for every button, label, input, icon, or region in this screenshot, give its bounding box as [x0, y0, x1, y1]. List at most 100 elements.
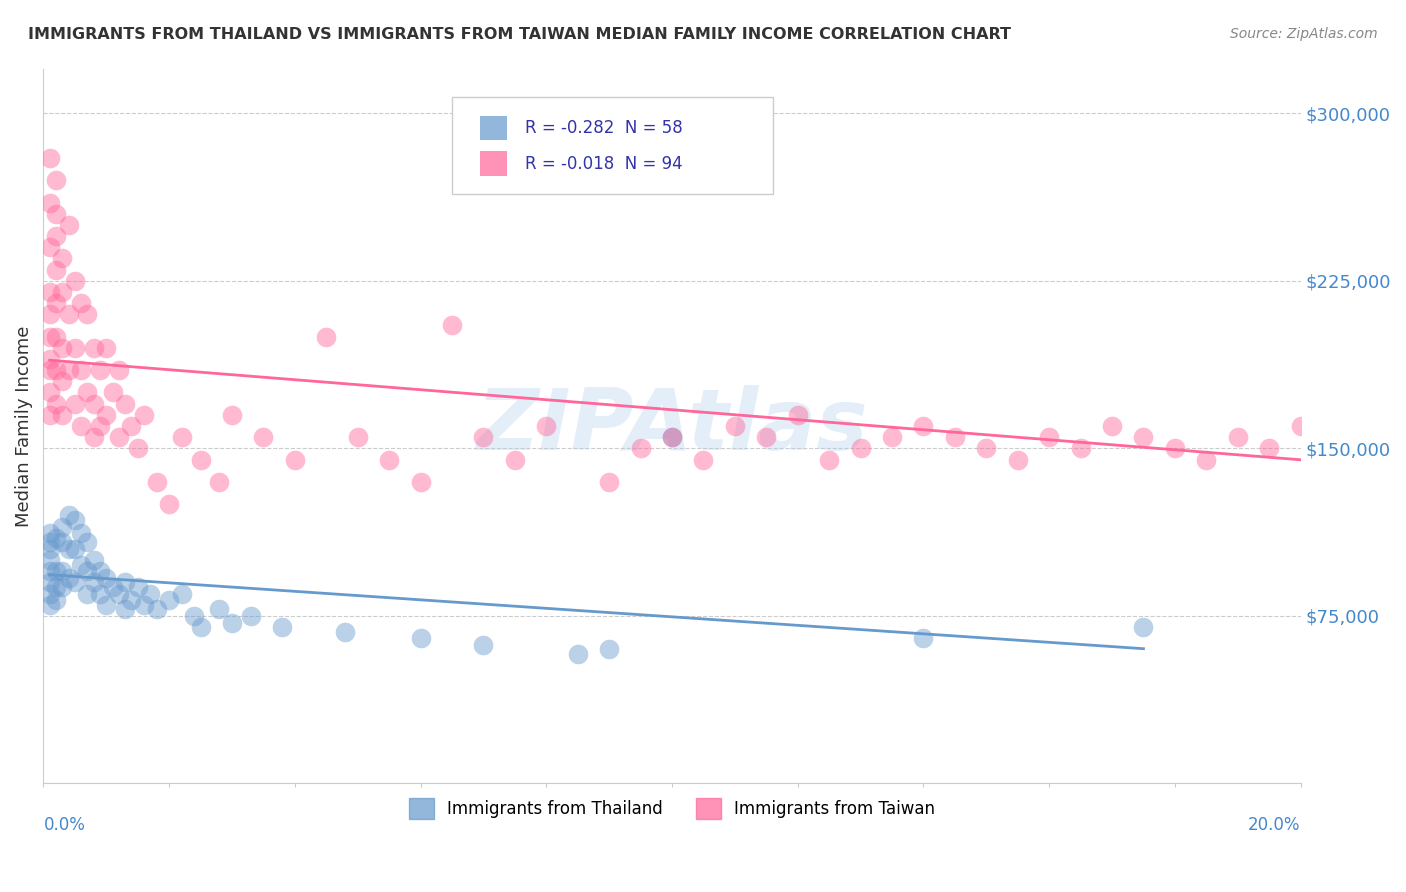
Point — [333, 624, 356, 639]
Point — [83, 553, 105, 567]
Point — [76, 564, 98, 578]
Point — [89, 363, 111, 377]
Point — [472, 430, 495, 444]
Point — [315, 329, 337, 343]
Point — [58, 508, 80, 523]
Point — [1320, 408, 1343, 422]
Point — [83, 575, 105, 590]
Point — [1132, 620, 1154, 634]
Point — [221, 408, 243, 422]
Point — [724, 419, 747, 434]
Point — [976, 442, 998, 456]
Point — [108, 586, 131, 600]
Point — [51, 519, 73, 533]
Point — [63, 541, 86, 556]
Text: Source: ZipAtlas.com: Source: ZipAtlas.com — [1230, 27, 1378, 41]
Point — [45, 207, 67, 221]
Point — [503, 452, 526, 467]
Point — [190, 620, 212, 634]
Point — [190, 452, 212, 467]
Point — [51, 285, 73, 299]
Point — [89, 586, 111, 600]
Point — [1070, 442, 1092, 456]
Point — [145, 602, 167, 616]
Point — [38, 541, 60, 556]
Point — [58, 363, 80, 377]
Point — [38, 151, 60, 165]
Point — [661, 430, 683, 444]
Point — [51, 535, 73, 549]
Point — [38, 363, 60, 377]
Point — [38, 526, 60, 541]
Point — [472, 638, 495, 652]
Point — [114, 575, 136, 590]
Point — [114, 602, 136, 616]
Point — [38, 351, 60, 366]
Point — [114, 397, 136, 411]
Point — [45, 262, 67, 277]
Point — [38, 598, 60, 612]
Text: 0.0%: 0.0% — [44, 815, 86, 834]
Point — [271, 620, 294, 634]
Point — [284, 452, 307, 467]
Point — [912, 632, 935, 646]
Point — [536, 419, 558, 434]
Point — [1007, 452, 1029, 467]
Point — [786, 408, 808, 422]
Point — [440, 318, 463, 333]
Point — [76, 535, 98, 549]
Point — [38, 240, 60, 254]
Point — [598, 642, 620, 657]
Point — [38, 586, 60, 600]
Point — [598, 475, 620, 489]
Point — [38, 553, 60, 567]
Point — [108, 363, 131, 377]
Point — [378, 452, 401, 467]
Point — [58, 218, 80, 232]
Point — [45, 329, 67, 343]
Point — [45, 580, 67, 594]
Point — [221, 615, 243, 630]
Point — [96, 408, 118, 422]
Point — [755, 430, 778, 444]
Point — [409, 632, 432, 646]
Point — [120, 419, 142, 434]
Point — [89, 564, 111, 578]
Point — [880, 430, 903, 444]
Text: R = -0.282  N = 58: R = -0.282 N = 58 — [524, 119, 683, 136]
Point — [1258, 442, 1281, 456]
Point — [51, 341, 73, 355]
Point — [83, 341, 105, 355]
Point — [661, 430, 683, 444]
Point — [45, 173, 67, 187]
Point — [96, 571, 118, 585]
Point — [45, 564, 67, 578]
Point — [346, 430, 368, 444]
Point — [101, 580, 124, 594]
Point — [70, 526, 93, 541]
Point — [208, 475, 231, 489]
Point — [63, 575, 86, 590]
Point — [45, 296, 67, 310]
Point — [38, 307, 60, 321]
Point — [89, 419, 111, 434]
Text: 20.0%: 20.0% — [1249, 815, 1301, 834]
Point — [1226, 430, 1249, 444]
Point — [38, 535, 60, 549]
Point — [76, 307, 98, 321]
Text: R = -0.018  N = 94: R = -0.018 N = 94 — [524, 154, 682, 173]
Point — [170, 586, 193, 600]
FancyBboxPatch shape — [479, 152, 508, 176]
Point — [1164, 442, 1187, 456]
Point — [38, 195, 60, 210]
Point — [127, 580, 149, 594]
Point — [45, 531, 67, 545]
Point — [1289, 419, 1312, 434]
Point — [38, 285, 60, 299]
Point — [157, 497, 180, 511]
Point — [76, 586, 98, 600]
Point — [1132, 430, 1154, 444]
Point — [630, 442, 652, 456]
Point — [567, 647, 589, 661]
Point — [76, 385, 98, 400]
